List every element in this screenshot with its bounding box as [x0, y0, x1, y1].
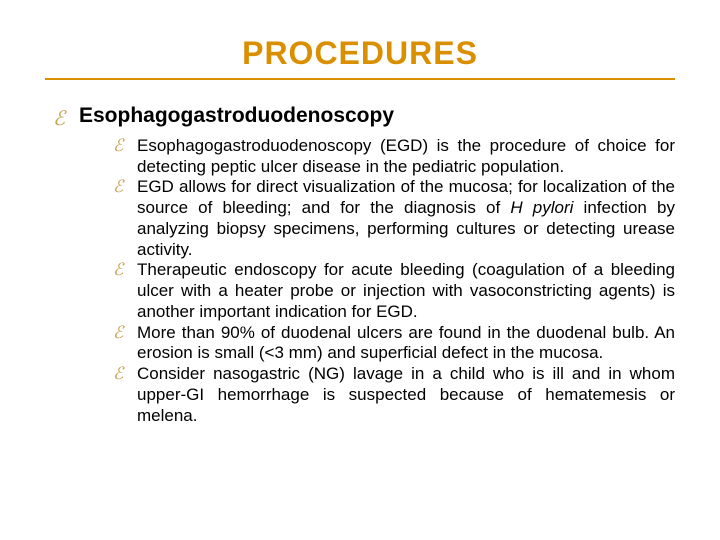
bullet-icon: ℰ [113, 364, 123, 385]
bullet-icon: ℰ [53, 106, 65, 131]
list-item-main: ℰ Esophagogastroduodenoscopy ℰ Esophagoga… [53, 104, 675, 426]
list-item-text: Therapeutic endoscopy for acute bleeding… [137, 260, 675, 320]
title-underline [45, 78, 675, 80]
slide: PROCEDURES ℰ Esophagogastroduodenoscopy … [0, 0, 720, 540]
list-item-text: EGD allows for direct visualization of t… [137, 177, 675, 258]
list-item: ℰ More than 90% of duodenal ulcers are fo… [113, 323, 675, 364]
bullet-icon: ℰ [113, 136, 123, 157]
main-label: Esophagogastroduodenoscopy [79, 104, 394, 127]
list-item: ℰ EGD allows for direct visualization of … [113, 177, 675, 260]
bullet-icon: ℰ [113, 177, 123, 198]
slide-title: PROCEDURES [45, 35, 675, 72]
list-item: ℰ Esophagogastroduodenoscopy (EGD) is the… [113, 136, 675, 177]
list-item: ℰ Therapeutic endoscopy for acute bleedin… [113, 260, 675, 322]
main-list: ℰ Esophagogastroduodenoscopy ℰ Esophagoga… [45, 104, 675, 426]
list-item-text: Consider nasogastric (NG) lavage in a ch… [137, 364, 675, 424]
list-item: ℰ Consider nasogastric (NG) lavage in a c… [113, 364, 675, 426]
list-item-text: Esophagogastroduodenoscopy (EGD) is the … [137, 136, 675, 176]
list-item-text: More than 90% of duodenal ulcers are fou… [137, 323, 675, 363]
sub-list: ℰ Esophagogastroduodenoscopy (EGD) is the… [79, 136, 675, 426]
bullet-icon: ℰ [113, 323, 123, 344]
bullet-icon: ℰ [113, 260, 123, 281]
